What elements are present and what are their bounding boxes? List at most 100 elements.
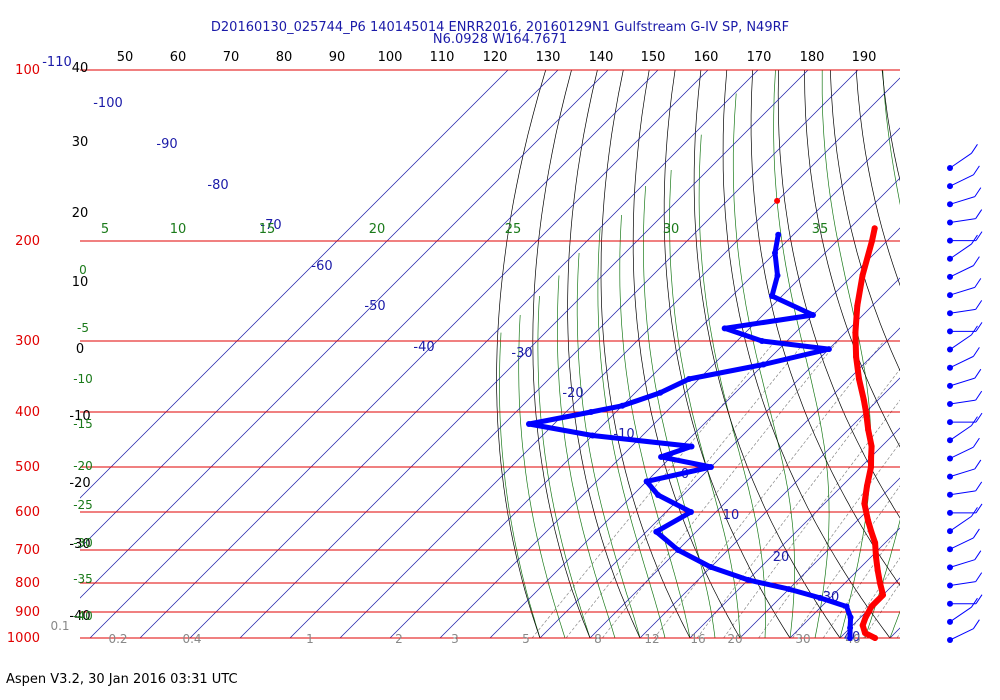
moist-adiabat-label: 35: [812, 222, 829, 237]
dry-adiabat: [496, 70, 547, 638]
isotherm-label: -70: [260, 218, 281, 233]
wind-barb-flag: [971, 597, 978, 608]
mixing-ratio-line: [531, 340, 776, 638]
wind-barb-staff: [949, 446, 974, 459]
wind-barb-flag: [975, 231, 983, 241]
wind-barb-staff: [949, 515, 972, 532]
mixing-ratio-line: [758, 442, 900, 638]
isotherm-line: [239, 70, 809, 638]
isotherm-line: [589, 327, 900, 638]
wind-barb-staff: [949, 308, 976, 314]
top-axis-tick-label: 110: [430, 50, 455, 65]
moist-adiabat-label: 10: [170, 222, 187, 237]
dry-adiabat-label: -20: [69, 476, 90, 491]
top-axis-tick-label: 170: [747, 50, 772, 65]
isotherm-line: [80, 70, 559, 549]
dewpoint-point: [809, 312, 816, 319]
wind-barb-staff: [949, 559, 975, 568]
dewpoint-point: [675, 547, 681, 553]
dewpoint-point: [658, 453, 665, 460]
top-axis-tick-label: 90: [329, 50, 346, 65]
wind-barb-flag: [971, 234, 978, 245]
temperature-point: [861, 630, 868, 637]
isotherm-line: [339, 77, 900, 638]
pressure-tick-label: 500: [15, 460, 40, 475]
moist-adiabat: [537, 295, 591, 638]
wind-barb-staff: [949, 152, 972, 169]
top-axis-tick-label: 120: [483, 50, 508, 65]
mixing-ratio-label: 12: [644, 632, 659, 646]
isotherm-line: [689, 427, 900, 638]
dry-adiabat: [532, 70, 591, 638]
top-axis-tick-label: 180: [800, 50, 825, 65]
wind-barb-staff: [949, 286, 975, 296]
mixing-ratio-line: [863, 582, 900, 638]
mixing-ratio-line: [845, 557, 900, 638]
moist-adiabat-side-label: -35: [73, 572, 93, 586]
dry-adiabat: [934, 70, 1000, 638]
temperature-point: [868, 603, 875, 610]
dewpoint-point: [685, 376, 692, 383]
dry-adiabat: [777, 70, 900, 519]
temperature-point: [855, 376, 862, 383]
wind-barb-flag: [974, 550, 982, 560]
moist-adiabat-side-label: 0: [79, 263, 87, 277]
temperature-point: [853, 353, 860, 360]
isotherm-label: -20: [562, 386, 583, 401]
dewpoint-point: [525, 421, 532, 428]
isotherm-label: -80: [207, 178, 228, 193]
isotherm-line: [289, 70, 859, 638]
wind-barb-flag: [974, 459, 982, 470]
top-axis-tick-label: 100: [378, 50, 403, 65]
temperature-point: [877, 580, 883, 586]
isotherm-line: [189, 70, 759, 638]
temperature-point: [865, 426, 872, 433]
dry-adiabat-label: -40: [69, 609, 90, 624]
temperature-point: [854, 302, 861, 309]
mixing-ratio-label: 16: [690, 632, 705, 646]
isotherm-label: 20: [773, 550, 790, 565]
isotherm-line: [739, 477, 900, 638]
temperature-point: [860, 396, 867, 403]
temperature-point: [872, 539, 879, 546]
temperature-point: [879, 592, 886, 599]
dry-adiabat: [567, 70, 641, 638]
dry-adiabat: [722, 70, 891, 638]
moist-adiabat: [889, 610, 900, 638]
moist-adiabat: [619, 214, 691, 638]
temperature-point: [852, 329, 859, 336]
wind-barb-flag: [974, 368, 982, 379]
dewpoint-point: [759, 338, 765, 344]
wind-barb-flag: [971, 325, 978, 336]
isotherm-line: [889, 627, 900, 638]
wind-barb-staff: [949, 377, 975, 387]
wind-barb-staff: [949, 218, 976, 223]
isotherm-line: [89, 70, 659, 638]
temperature-point: [874, 567, 881, 574]
temperature-isolated-point: [774, 197, 781, 204]
isotherm-label: -50: [364, 299, 385, 314]
top-axis-tick-label: 130: [536, 50, 561, 65]
dry-adiabat: [986, 70, 1000, 638]
wind-barb-flag: [971, 416, 978, 426]
pressure-tick-label: 600: [15, 505, 40, 520]
wind-barb-flag: [972, 619, 980, 629]
temperature-point: [864, 482, 871, 489]
isotherm-label: 10: [723, 508, 740, 523]
wind-barb-flag: [975, 572, 983, 582]
top-axis-tick-label: 60: [170, 50, 187, 65]
pressure-tick-label: 400: [15, 405, 40, 420]
top-axis-tick-label: 160: [694, 50, 719, 65]
top-axis-tick-label: 80: [276, 50, 293, 65]
dewpoint-point: [771, 250, 778, 257]
wind-barb-staff: [949, 355, 974, 369]
wind-barb-flag: [975, 412, 983, 423]
wind-barb-flag: [975, 503, 983, 514]
mixing-ratio-line: [921, 341, 1000, 638]
dewpoint-point: [688, 509, 694, 515]
dewpoint-point: [775, 231, 782, 238]
plot-area: [80, 70, 1000, 638]
isotherm-line: [940, 70, 1000, 638]
wind-barb-staff: [949, 425, 972, 441]
temperature-point: [868, 453, 875, 460]
